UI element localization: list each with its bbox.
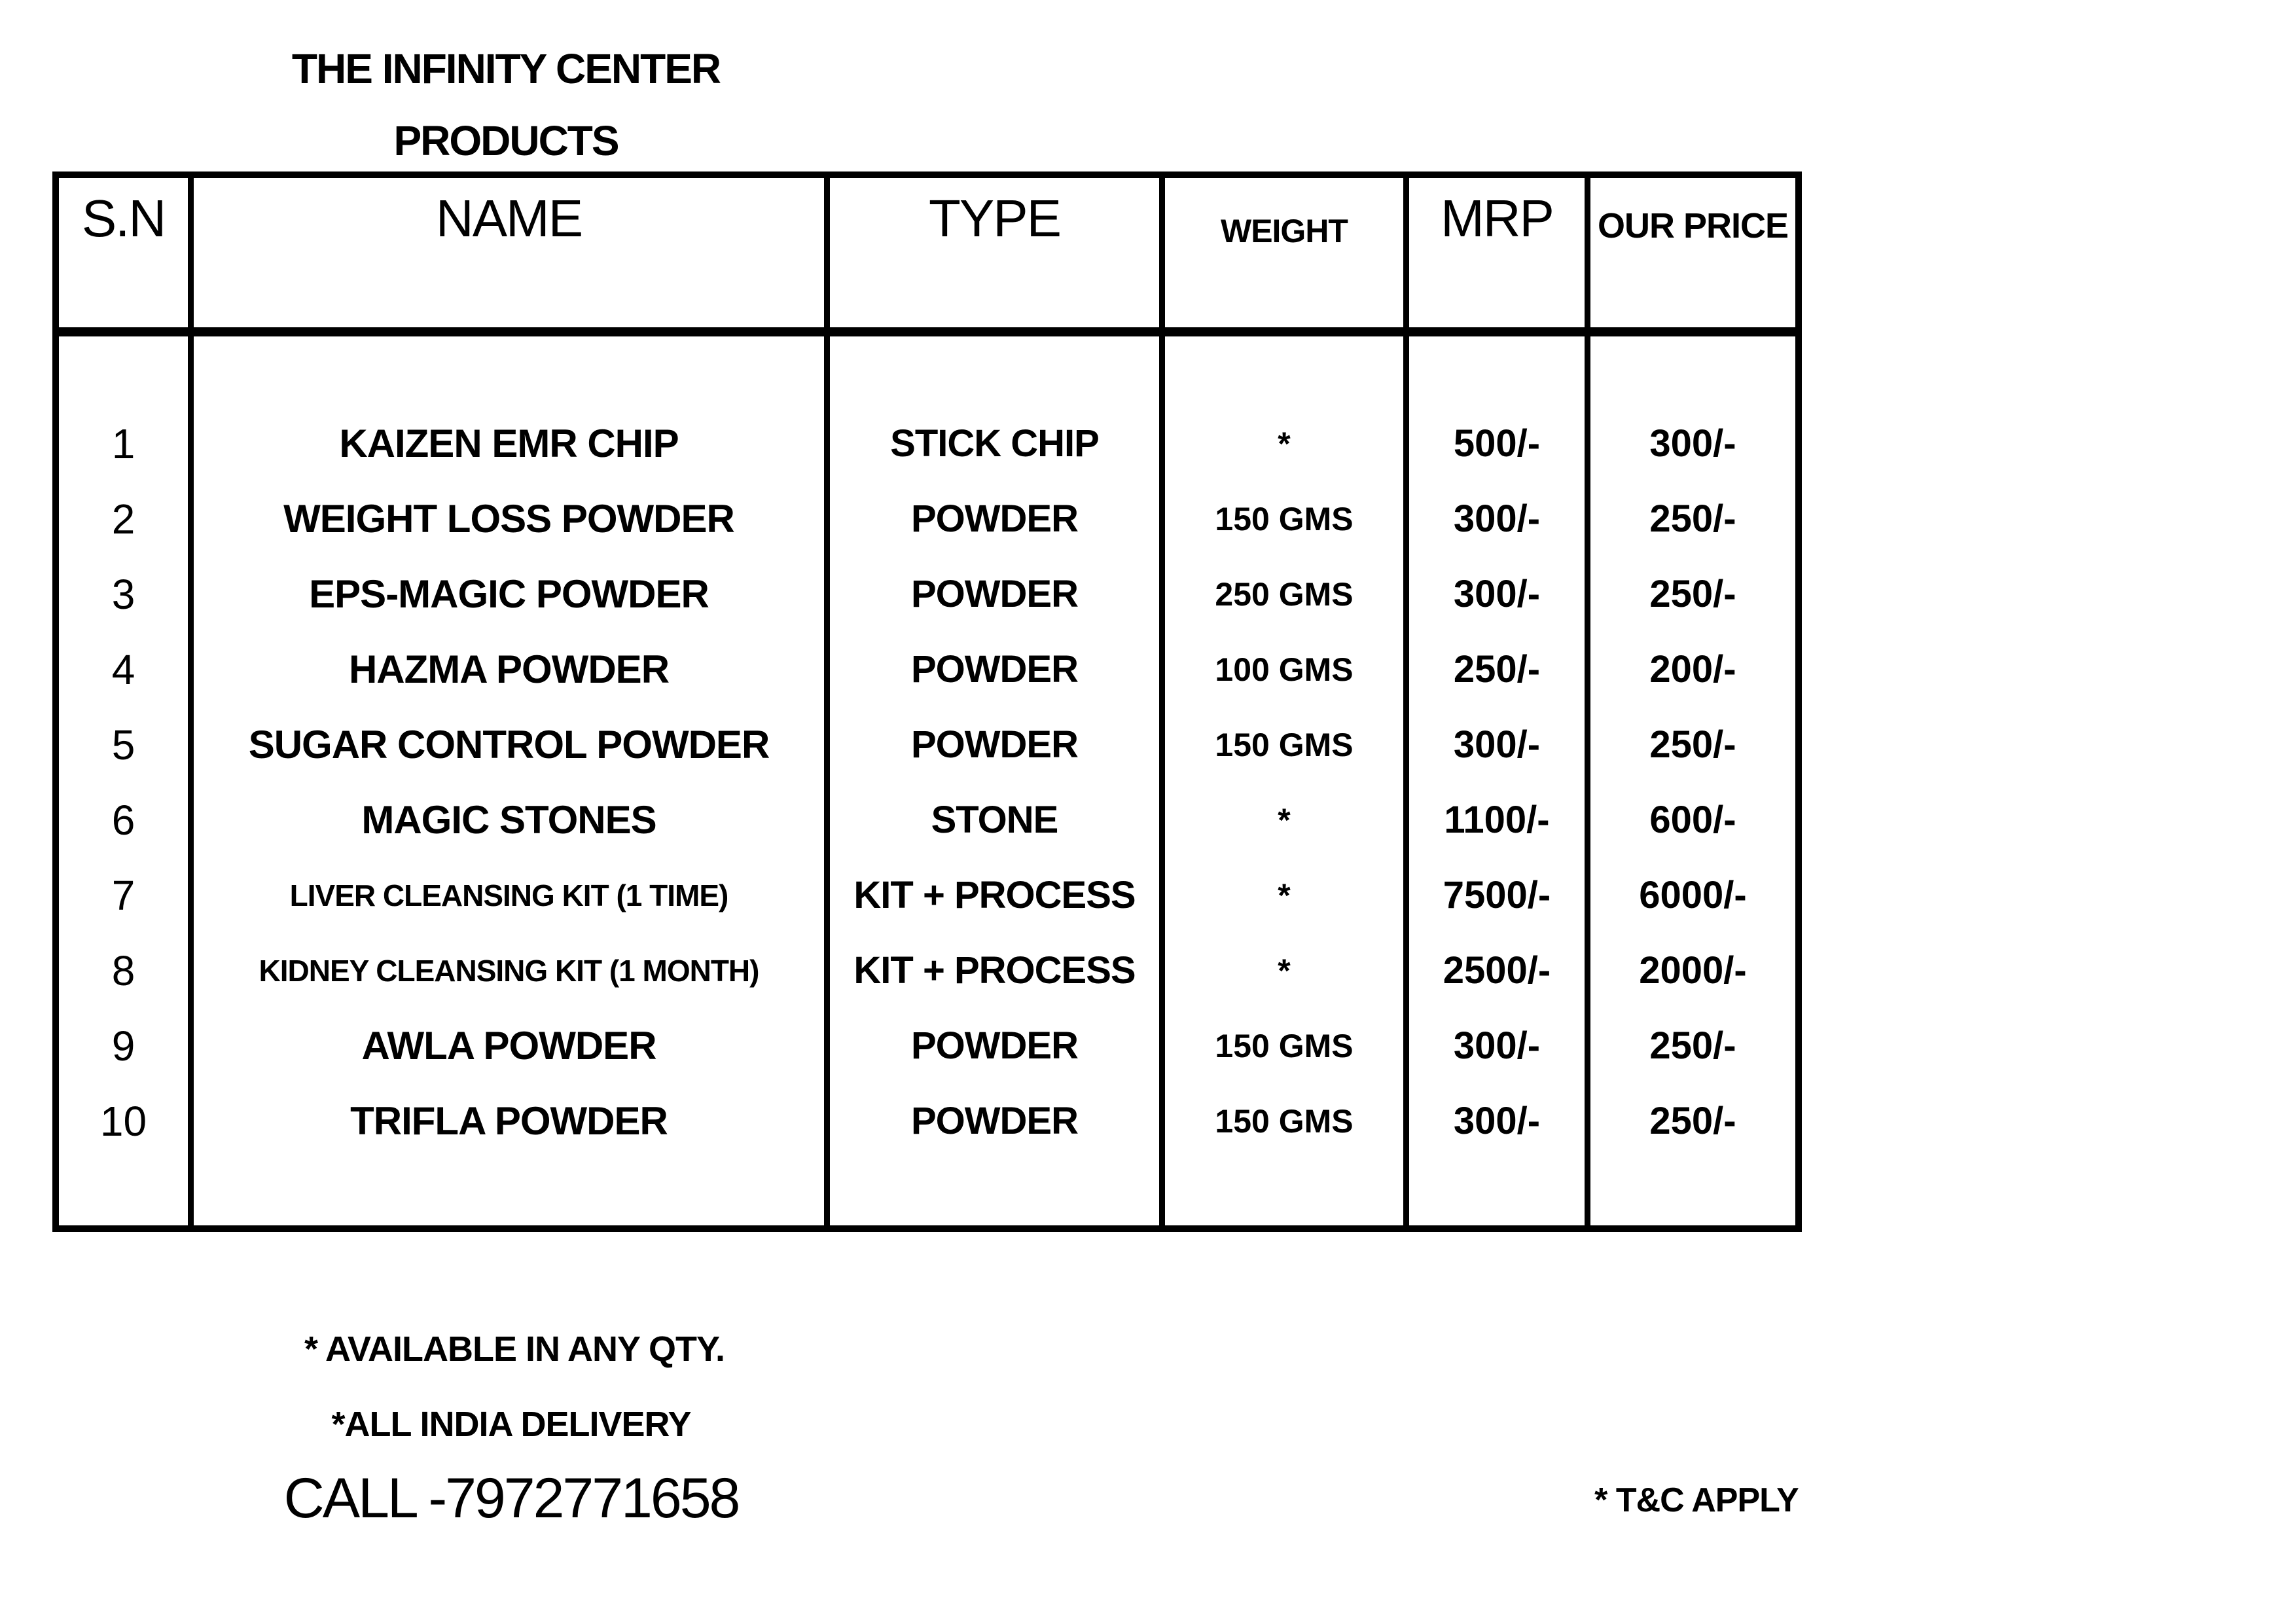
cell-sn-5: 5 bbox=[111, 721, 135, 768]
footer-note-available: * AVAILABLE IN ANY QTY. bbox=[304, 1329, 725, 1369]
cell-name-10: TRIFLA POWDER bbox=[350, 1099, 668, 1143]
cell-our-price-4: 200/- bbox=[1649, 648, 1736, 691]
cell-sn-6: 6 bbox=[111, 796, 135, 844]
cell-our-price-10: 250/- bbox=[1649, 1100, 1736, 1142]
cell-type-5: POWDER bbox=[911, 723, 1079, 766]
cell-mrp-9: 300/- bbox=[1453, 1024, 1541, 1067]
cell-sn-4: 4 bbox=[111, 645, 135, 693]
cell-sn-2: 2 bbox=[111, 495, 135, 543]
header-our-price-label: OUR PRICE bbox=[1597, 206, 1789, 245]
cell-sn-8: 8 bbox=[111, 947, 135, 994]
header-mrp: MRP bbox=[1409, 178, 1590, 327]
cell-our-price-3: 250/- bbox=[1649, 573, 1736, 615]
footer-note-delivery: *ALL INDIA DELIVERY bbox=[331, 1405, 691, 1444]
cell-our-price-5: 250/- bbox=[1649, 723, 1736, 766]
header-mrp-label: MRP bbox=[1441, 189, 1554, 247]
cell-name-8: KIDNEY CLEANSING KIT (1 MONTH) bbox=[259, 953, 760, 988]
footer-call-phone-number: CALL -7972771658 bbox=[283, 1467, 741, 1530]
cell-mrp-1: 500/- bbox=[1453, 422, 1541, 465]
cell-mrp-3: 300/- bbox=[1453, 573, 1541, 615]
page-subtitle: PRODUCTS bbox=[393, 117, 619, 164]
cell-mrp-8: 2500/- bbox=[1443, 949, 1551, 992]
header-our-price: OUR PRICE bbox=[1590, 178, 1795, 327]
cell-sn-1: 1 bbox=[111, 420, 135, 467]
header-sn: S.N bbox=[59, 178, 194, 327]
cell-mrp-2: 300/- bbox=[1453, 497, 1541, 540]
header-type-label: TYPE bbox=[929, 189, 1062, 247]
cell-our-price-1: 300/- bbox=[1649, 422, 1736, 465]
cell-name-1: KAIZEN EMR CHIP bbox=[339, 422, 679, 465]
cell-our-price-6: 600/- bbox=[1649, 799, 1736, 841]
column-weight: * 150 GMS 250 GMS 100 GMS 150 GMS * * * … bbox=[1165, 336, 1409, 1225]
cell-weight-8: * bbox=[1278, 952, 1291, 989]
cell-name-4: HAZMA POWDER bbox=[348, 647, 670, 691]
cell-sn-3: 3 bbox=[111, 570, 135, 618]
cell-weight-1: * bbox=[1278, 425, 1291, 462]
column-type: STICK CHIP POWDER POWDER POWDER POWDER S… bbox=[830, 336, 1165, 1225]
table-header-row: S.N NAME TYPE WEIGHT MRP OUR PRICE bbox=[59, 178, 1795, 336]
column-mrp: 500/- 300/- 300/- 250/- 300/- 1100/- 750… bbox=[1409, 336, 1590, 1225]
cell-our-price-8: 2000/- bbox=[1639, 949, 1747, 992]
cell-weight-9: 150 GMS bbox=[1215, 1027, 1354, 1064]
header-name-label: NAME bbox=[435, 189, 583, 247]
cell-type-6: STONE bbox=[931, 799, 1059, 841]
cell-type-8: KIT + PROCESS bbox=[853, 949, 1136, 992]
cell-mrp-6: 1100/- bbox=[1444, 799, 1550, 841]
column-name: KAIZEN EMR CHIP WEIGHT LOSS POWDER EPS-M… bbox=[194, 336, 830, 1225]
products-table: S.N NAME TYPE WEIGHT MRP OUR PRICE 1 2 3… bbox=[52, 171, 1802, 1232]
cell-mrp-4: 250/- bbox=[1453, 648, 1541, 691]
cell-name-6: MAGIC STONES bbox=[361, 798, 656, 842]
cell-type-3: POWDER bbox=[911, 573, 1079, 615]
table-body: 1 2 3 4 5 6 7 8 9 10 KAIZEN EMR CHIP WEI… bbox=[59, 336, 1795, 1225]
column-our-price: 300/- 250/- 250/- 200/- 250/- 600/- 6000… bbox=[1590, 336, 1795, 1225]
cell-weight-3: 250 GMS bbox=[1215, 575, 1354, 613]
cell-name-7: LIVER CLEANSING KIT (1 TIME) bbox=[289, 878, 729, 912]
cell-our-price-9: 250/- bbox=[1649, 1024, 1736, 1067]
cell-name-2: WEIGHT LOSS POWDER bbox=[283, 497, 735, 541]
header-name: NAME bbox=[194, 178, 830, 327]
cell-type-10: POWDER bbox=[911, 1100, 1079, 1142]
cell-weight-2: 150 GMS bbox=[1215, 500, 1354, 537]
footer-tnc-note: * T&C APPLY bbox=[1594, 1481, 1799, 1519]
cell-mrp-7: 7500/- bbox=[1443, 874, 1551, 916]
cell-sn-9: 9 bbox=[111, 1022, 135, 1070]
header-weight-label: WEIGHT bbox=[1221, 213, 1348, 249]
cell-weight-6: * bbox=[1278, 801, 1291, 839]
cell-our-price-7: 6000/- bbox=[1639, 874, 1747, 916]
cell-sn-7: 7 bbox=[111, 871, 135, 919]
cell-weight-7: * bbox=[1278, 876, 1291, 914]
header-type: TYPE bbox=[830, 178, 1165, 327]
header-sn-label: S.N bbox=[81, 189, 166, 247]
cell-name-3: EPS-MAGIC POWDER bbox=[309, 572, 709, 616]
cell-weight-5: 150 GMS bbox=[1215, 726, 1354, 763]
cell-name-9: AWLA POWDER bbox=[361, 1024, 656, 1068]
column-sn: 1 2 3 4 5 6 7 8 9 10 bbox=[59, 336, 194, 1225]
cell-weight-4: 100 GMS bbox=[1215, 651, 1354, 688]
cell-weight-10: 150 GMS bbox=[1215, 1102, 1354, 1140]
cell-type-9: POWDER bbox=[911, 1024, 1079, 1067]
cell-sn-10: 10 bbox=[99, 1097, 147, 1145]
cell-name-5: SUGAR CONTROL POWDER bbox=[248, 723, 770, 767]
cell-type-7: KIT + PROCESS bbox=[853, 874, 1136, 916]
cell-mrp-5: 300/- bbox=[1453, 723, 1541, 766]
page-title: THE INFINITY CENTER bbox=[291, 45, 721, 92]
cell-mrp-10: 300/- bbox=[1453, 1100, 1541, 1142]
cell-our-price-2: 250/- bbox=[1649, 497, 1736, 540]
header-weight: WEIGHT bbox=[1165, 178, 1409, 327]
cell-type-1: STICK CHIP bbox=[890, 422, 1100, 465]
cell-type-2: POWDER bbox=[911, 497, 1079, 540]
cell-type-4: POWDER bbox=[911, 648, 1079, 691]
